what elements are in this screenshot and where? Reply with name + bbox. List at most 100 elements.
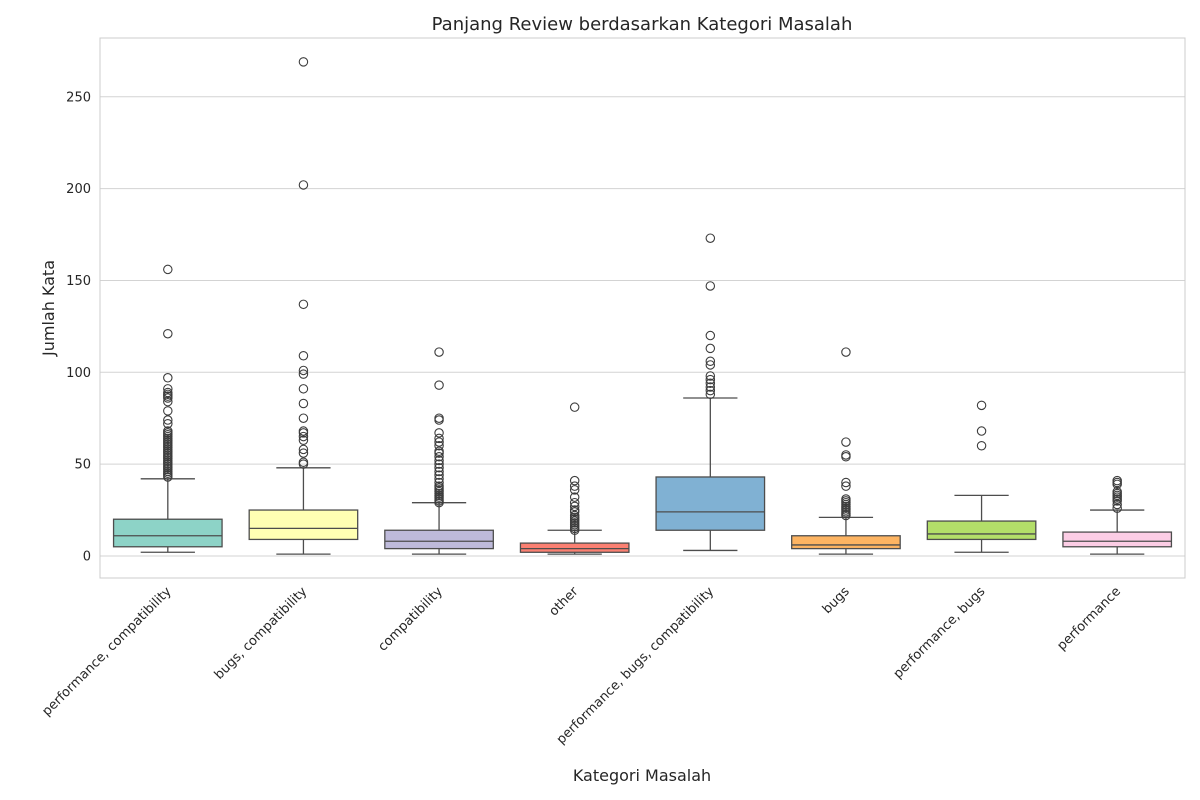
outlier-point [705,389,716,400]
box [926,520,1037,541]
outlier-point [434,428,444,438]
box-group [384,347,494,555]
box [519,542,630,553]
outlier-point [298,384,309,394]
outlier-point [434,413,444,423]
outlier-point [841,450,851,460]
outlier-point [569,481,580,491]
outlier-point [976,400,987,411]
y-tick-label: 250 [66,90,91,105]
outlier-point [705,382,716,392]
box-group [926,400,1037,553]
outlier-point [569,475,580,486]
outlier-point [434,474,444,484]
outlier-point [298,398,309,409]
y-tick-label: 200 [66,182,91,197]
outlier-point [298,351,309,361]
outlier-point [569,402,580,412]
outlier-point [434,437,444,447]
outlier-point [298,413,309,423]
box-group [248,57,359,555]
box [791,535,901,550]
box [1062,531,1173,548]
outlier-point [705,356,716,367]
outlier-point [298,435,309,445]
outlier-point [298,448,309,458]
outlier-point [298,431,309,442]
x-tick-label: performance [1055,584,1124,653]
outlier-point [841,347,851,357]
x-tick-label: performance, bugs [891,584,989,682]
plot-area [112,57,1173,555]
outlier-point [434,347,444,357]
outlier-point [841,437,851,447]
outlier-point [434,415,444,425]
box-group [1062,475,1173,555]
x-tick-label: bugs [820,584,853,617]
y-tick-label: 150 [66,274,91,289]
outlier-point [163,384,173,394]
y-axis-label: Jumlah Kata [39,260,58,357]
y-axis-ticks: 0 50 100 150 200 250 [66,90,91,564]
outlier-point [841,477,851,488]
y-tick-label: 50 [74,458,91,473]
box-group [112,264,223,553]
outlier-point [434,446,444,457]
outlier-point [1112,499,1122,510]
outlier-point [434,433,444,444]
box-group [791,347,901,555]
x-tick-label: other [546,584,582,620]
outlier-point [434,481,444,491]
box [112,518,223,548]
outlier-point [434,380,444,390]
outlier-point [163,373,173,383]
outlier-point [163,328,173,339]
outlier-point [434,470,444,480]
outlier-point [434,477,444,488]
box-group [519,402,630,555]
outlier-point [705,330,716,341]
outlier-point [298,180,309,190]
y-tick-label: 100 [66,366,91,381]
outlier-point [434,463,444,473]
grid [100,96,1185,557]
x-tick-label: bugs, compatibility [212,584,311,683]
outlier-point [434,455,444,466]
x-tick-label: compatibility [375,584,446,655]
x-tick-label: performance, compatibility [40,584,175,719]
outlier-point [841,494,851,504]
outlier-point [1112,486,1122,497]
outlier-point [705,281,716,291]
x-axis-ticks: performance, compatibility bugs, compatib… [40,584,1124,748]
x-axis-label: Kategori Masalah [573,766,711,785]
outlier-point [163,406,173,416]
y-tick-label: 0 [83,549,91,564]
outlier-point [705,360,716,370]
outlier-point [569,485,580,495]
outlier-point [298,444,309,455]
outlier-point [569,492,580,502]
outlier-point [569,510,580,521]
outlier-point [298,457,309,468]
outlier-point [1112,477,1122,488]
outlier-point [163,396,173,407]
outlier-point [841,452,851,462]
box [248,509,359,541]
outlier-point [569,497,580,508]
x-tick-label: performance, bugs, compatibility [554,584,717,747]
outlier-point [705,343,716,354]
box-group [655,233,766,552]
outlier-point [976,426,987,436]
outlier-point [976,441,987,451]
outlier-point [705,378,716,389]
outlier-point [841,481,851,491]
outlier-point [298,299,309,310]
outlier-point [705,233,716,243]
plot-frame [99,37,1186,579]
outlier-point [298,426,309,436]
outlier-point [434,452,444,462]
outlier-point [298,365,309,376]
outlier-point [569,501,580,512]
outlier-point [298,57,309,67]
